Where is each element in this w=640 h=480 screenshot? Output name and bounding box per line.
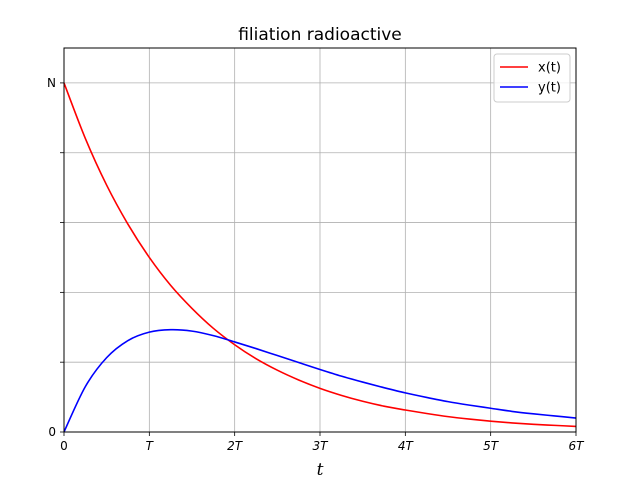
y-tick-label: 0 bbox=[48, 425, 56, 439]
x-tick-label: 0 bbox=[60, 439, 68, 453]
x-tick-label: 3T bbox=[313, 439, 330, 453]
legend-label: y(t) bbox=[538, 81, 561, 96]
legend: x(t) y(t) bbox=[493, 53, 571, 103]
x-axis-label: t bbox=[317, 460, 324, 480]
legend-label: x(t) bbox=[538, 61, 561, 76]
axis-ticks: 0 T 2T 3T 4T 5T 6T 0 N bbox=[47, 76, 585, 453]
x-tick-label: 5T bbox=[483, 439, 500, 453]
series-line-yt bbox=[63, 328, 577, 433]
y-tick-label: N bbox=[47, 76, 56, 90]
x-tick-label: T bbox=[146, 439, 155, 453]
x-tick-label: 6T bbox=[569, 439, 586, 453]
x-tick-label: 4T bbox=[398, 439, 415, 453]
legend-box bbox=[493, 53, 571, 103]
series-lines bbox=[63, 82, 577, 433]
grid bbox=[63, 48, 577, 433]
x-tick-label: 2T bbox=[227, 439, 244, 453]
chart-title: filiation radioactive bbox=[238, 25, 402, 45]
series-line-xt bbox=[63, 82, 577, 428]
